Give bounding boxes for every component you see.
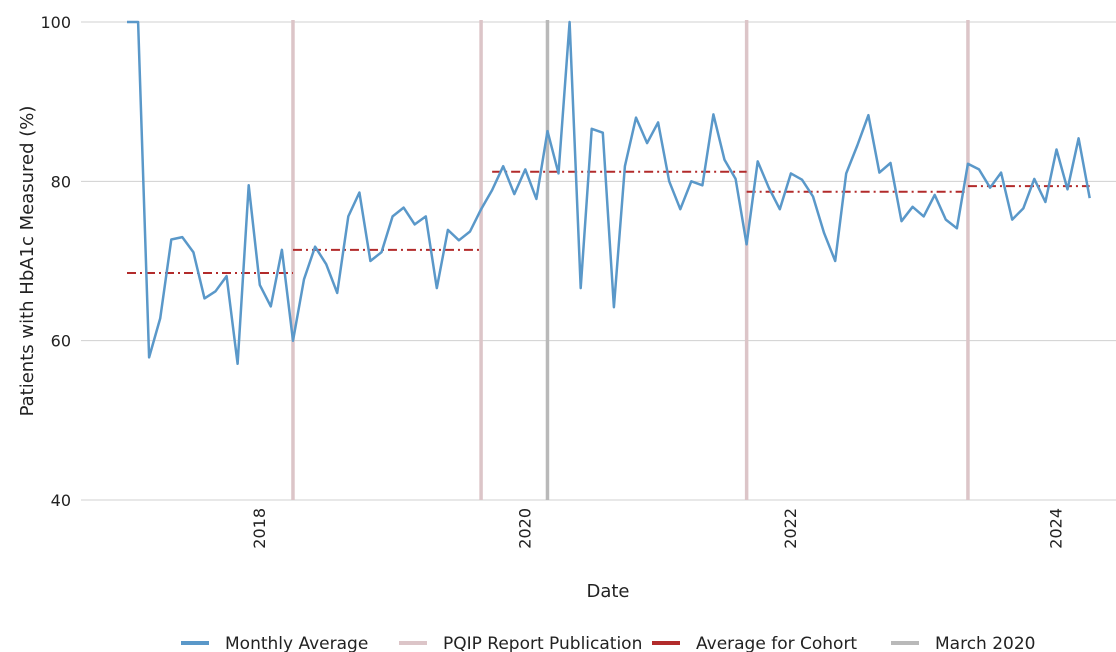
vertical-reference-lines bbox=[291, 20, 970, 500]
gridlines bbox=[81, 21, 1116, 501]
monthly-average-series bbox=[127, 20, 1091, 366]
y-tick-label: 80 bbox=[51, 172, 71, 191]
y-axis-ticks: 40 60 80 100 bbox=[40, 13, 71, 510]
y-axis-title: Patients with HbA1c Measured (%) bbox=[17, 106, 38, 417]
y-tick-label: 40 bbox=[51, 491, 71, 510]
legend-label: March 2020 bbox=[935, 634, 1036, 652]
x-axis-ticks: 2018 2020 2022 2024 bbox=[250, 508, 1066, 549]
x-tick-label: 2022 bbox=[781, 508, 800, 549]
x-axis-title: Date bbox=[586, 581, 629, 602]
y-tick-label: 60 bbox=[51, 332, 71, 351]
legend-label: Average for Cohort bbox=[696, 634, 857, 652]
x-tick-label: 2024 bbox=[1046, 508, 1065, 549]
monthly-average-line bbox=[127, 20, 1091, 366]
x-tick-label: 2020 bbox=[515, 508, 534, 549]
y-tick-label: 100 bbox=[40, 13, 71, 32]
legend-label: PQIP Report Publication bbox=[443, 634, 642, 652]
x-tick-label: 2018 bbox=[250, 508, 269, 549]
legend: Monthly Average PQIP Report Publication Av… bbox=[181, 634, 1036, 652]
legend-label: Monthly Average bbox=[225, 634, 368, 652]
